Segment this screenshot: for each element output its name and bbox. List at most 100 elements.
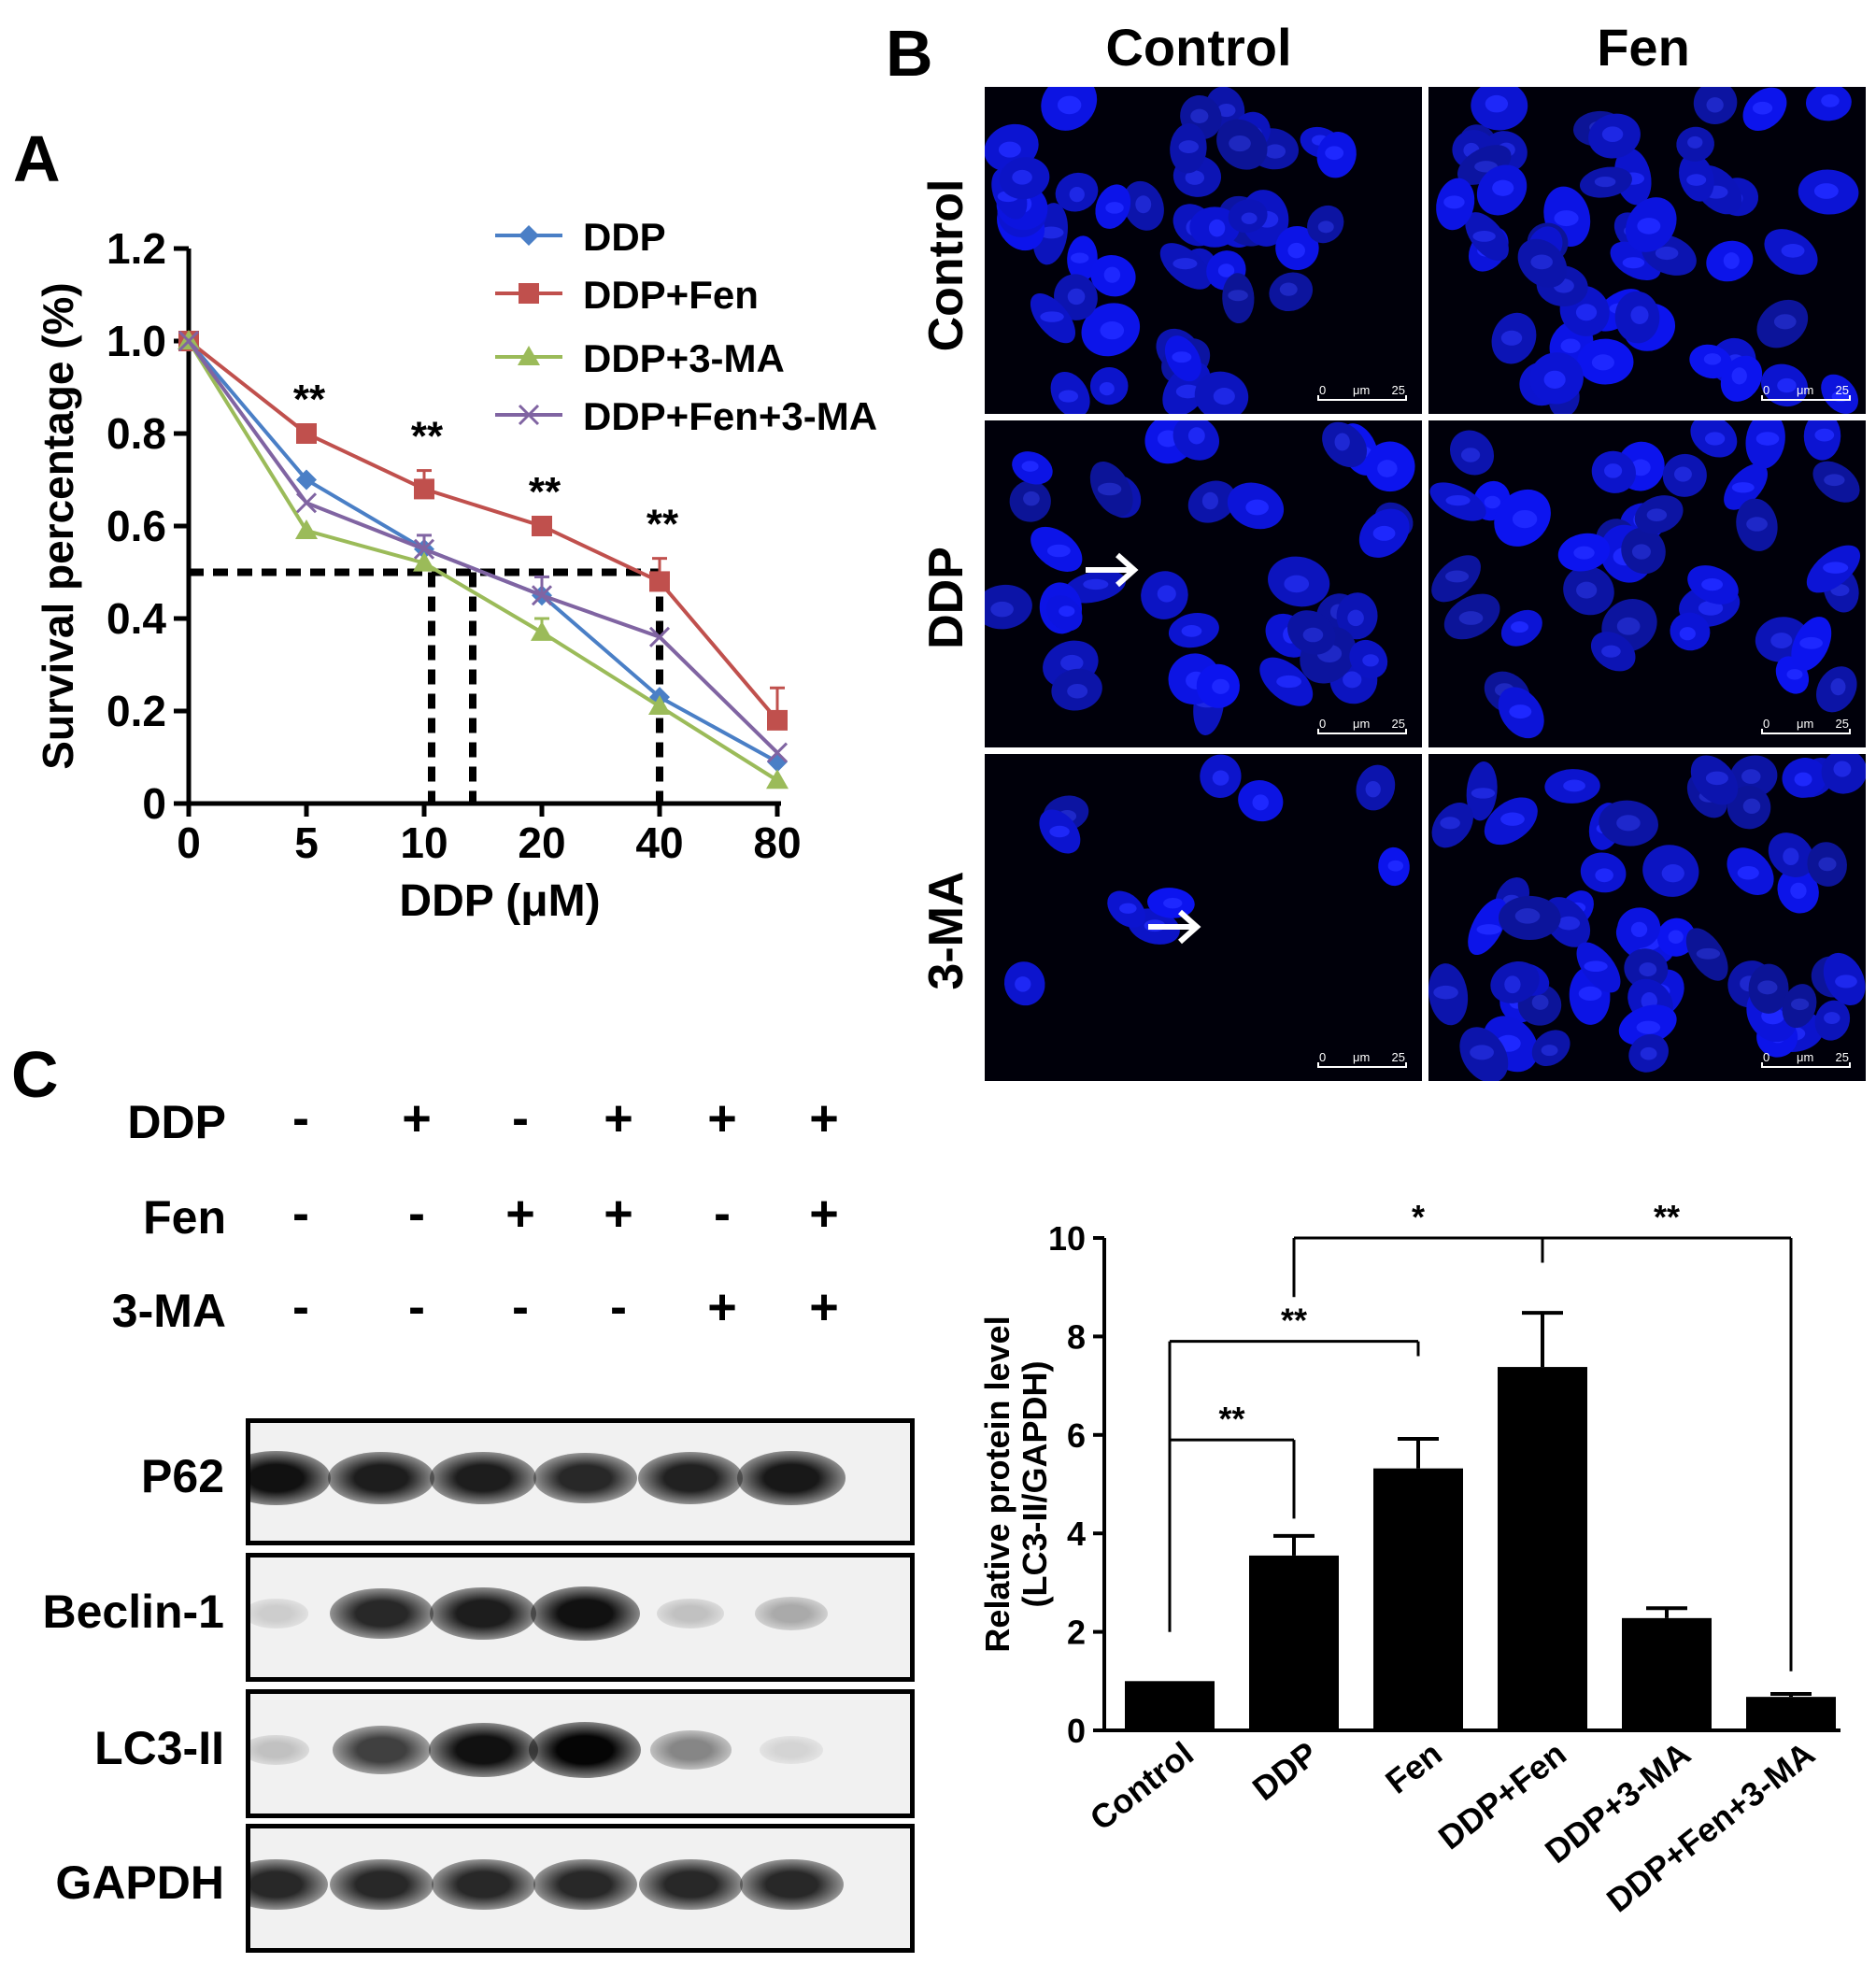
blot-band: [637, 1452, 744, 1504]
legend-label: DDP+3-MA: [583, 336, 785, 380]
scale-bar-start: 0: [1319, 1050, 1327, 1064]
blot-band: [533, 1858, 637, 1911]
nucleolus: [1099, 381, 1115, 396]
row-header-ddp: DDP: [919, 547, 974, 649]
nucleolus: [1178, 140, 1200, 153]
y-tick-label: 0.2: [107, 687, 166, 735]
nucleolus: [1601, 126, 1624, 142]
scale-bar-end: 25: [1391, 1050, 1405, 1064]
nucleolus: [1509, 704, 1532, 719]
significance-label: **: [411, 414, 444, 460]
data-point: [295, 492, 318, 514]
x-tick-label: 0: [177, 818, 201, 867]
nucleolus: [1661, 864, 1684, 883]
micrograph-control-control: 0 μm 25: [985, 87, 1422, 414]
treatment-sign: -: [714, 1186, 731, 1242]
scale-bar-unit: μm: [1353, 1050, 1371, 1064]
nucleolus: [1284, 575, 1310, 593]
nucleus: [1050, 371, 1090, 414]
nucleolus: [1698, 600, 1724, 616]
nucleolus: [1701, 577, 1724, 591]
nucleolus: [1264, 144, 1286, 159]
bar: [1373, 1468, 1463, 1730]
series-line-3: [187, 339, 779, 754]
nucleolus: [1460, 448, 1481, 462]
y-tick-label: 8: [1067, 1317, 1086, 1356]
nucleolus: [1705, 771, 1728, 786]
scale-bar-unit: μm: [1353, 717, 1371, 731]
blot-band: [328, 1451, 434, 1505]
scale-bar-end: 25: [1835, 717, 1849, 731]
scale-bar: 0 μm 25: [1317, 1050, 1407, 1072]
nucleolus: [1783, 847, 1799, 866]
blot-band: [533, 1452, 637, 1504]
x-axis-label: DDP (μM): [399, 876, 600, 926]
nucleolus: [1630, 306, 1649, 325]
nucleolus: [1362, 654, 1379, 667]
nucleolus: [1616, 815, 1641, 832]
nucleolus: [1445, 494, 1471, 506]
x-tick-label: 80: [753, 818, 801, 867]
nucleolus: [1773, 314, 1797, 330]
nucleolus: [1365, 781, 1381, 798]
nucleolus: [1777, 377, 1797, 393]
nucleolus: [1470, 1045, 1494, 1060]
nucleolus: [1504, 975, 1521, 994]
nucleolus: [1067, 683, 1088, 699]
bar: [1746, 1697, 1836, 1730]
scale-bar-unit: μm: [1797, 1050, 1814, 1064]
nucleolus: [1387, 860, 1404, 872]
scale-bar: 0 μm 25: [1761, 383, 1851, 405]
treatment-sign: -: [512, 1090, 529, 1146]
nucleolus: [1157, 585, 1176, 603]
nucleolus: [1687, 135, 1703, 149]
data-point: [296, 423, 317, 444]
nucleolus: [1604, 463, 1623, 478]
significance-label: **: [529, 469, 561, 515]
nucleolus: [1172, 258, 1198, 270]
nucleolus: [1472, 231, 1496, 242]
treatment-sign: +: [604, 1186, 633, 1242]
treatment-sign: +: [707, 1090, 737, 1146]
significance-label: **: [293, 377, 326, 422]
blot-band: [428, 1722, 538, 1778]
nucleolus: [1639, 962, 1657, 977]
nucleolus: [1742, 798, 1761, 815]
blot-band: [430, 1586, 536, 1641]
blot-band: [250, 1450, 331, 1506]
nucleolus: [1201, 491, 1219, 510]
scale-bar: 0 μm 25: [1761, 717, 1851, 738]
nucleolus: [1135, 195, 1152, 214]
treatment-sign: -: [610, 1279, 627, 1335]
nucleolus: [1241, 212, 1258, 224]
legend-marker: [518, 404, 540, 426]
column-header-control: Control: [1105, 18, 1292, 77]
treatment-label: Fen: [143, 1191, 226, 1244]
blot-band: [530, 1586, 640, 1642]
nucleolus: [1059, 605, 1075, 617]
category-label: DDP+Fen+3-MA: [1599, 1734, 1822, 1920]
treatment-sign: -: [408, 1279, 425, 1335]
nucleolus: [1630, 921, 1648, 937]
comparison-label: *: [1412, 1198, 1425, 1236]
nucleolus: [1334, 433, 1350, 451]
legend-marker: [519, 283, 539, 304]
scale-bar-unit: μm: [1797, 383, 1814, 397]
nucleolus: [1696, 947, 1721, 960]
nucleolus: [1067, 288, 1086, 306]
significance-label: **: [647, 502, 679, 548]
y-tick-label: 0.4: [107, 594, 166, 643]
blot-lc3-ii: [246, 1689, 915, 1818]
lc3-bar-chart: 0 2 4 6 8 10 Relative protein level (LC3-II/GAP…: [978, 1198, 1840, 1920]
scale-bar-end: 25: [1391, 717, 1405, 731]
nucleolus: [1673, 466, 1692, 482]
nucleolus: [1377, 460, 1398, 477]
blot-label: GAPDH: [55, 1856, 224, 1909]
nucleolus: [1458, 611, 1484, 625]
nucleolus: [1703, 353, 1722, 365]
blot-band: [250, 1599, 308, 1629]
nucleolus: [1557, 916, 1581, 931]
nucleolus: [1818, 857, 1837, 872]
micrograph-3-ma-fen: 0 μm 25: [1428, 754, 1866, 1081]
